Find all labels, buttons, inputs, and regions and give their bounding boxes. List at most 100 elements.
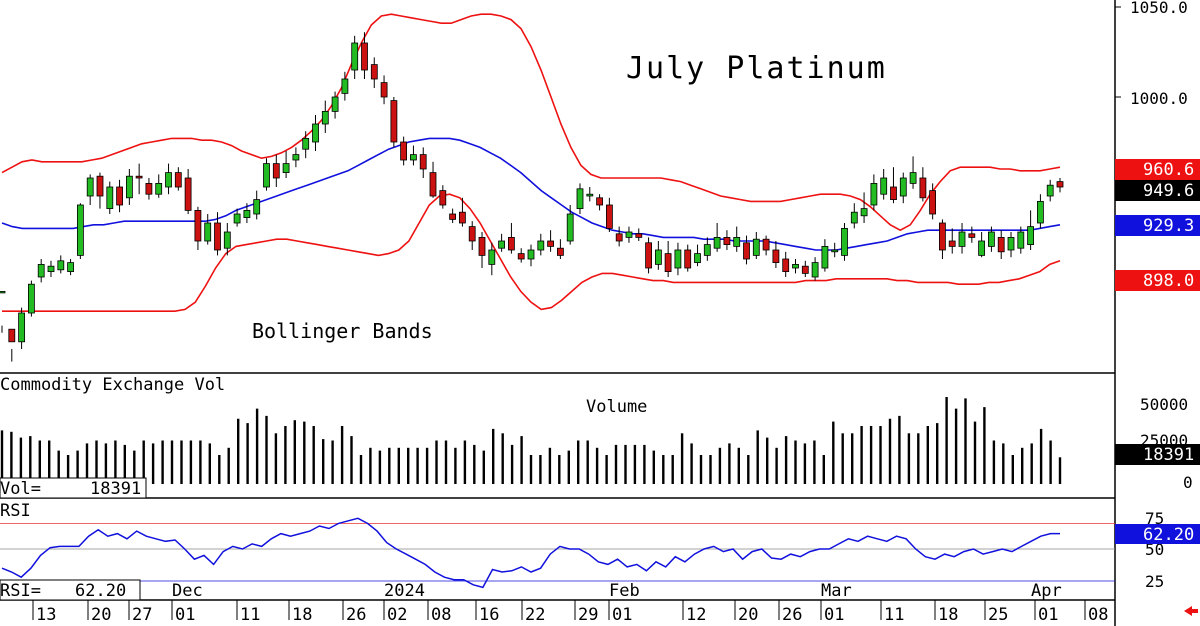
candle	[106, 181, 114, 214]
candle	[948, 228, 956, 254]
upper-band-tag: 960.6	[1143, 160, 1194, 180]
rsi-line	[0, 517, 1115, 589]
x-tick-label: 18	[938, 605, 958, 625]
candle	[351, 35, 359, 79]
candle	[674, 242, 682, 276]
chart-title: July Platinum	[626, 51, 887, 86]
candle	[390, 97, 398, 148]
candle	[772, 241, 780, 268]
candle	[694, 244, 701, 267]
candle	[1037, 194, 1044, 229]
candle	[174, 167, 182, 191]
bollinger-annotation: Bollinger Bands	[252, 319, 433, 343]
candle	[821, 239, 829, 272]
rsi-panel-label: RSI	[0, 501, 31, 521]
rsi-readout-label: RSI=	[0, 581, 41, 601]
candle	[762, 235, 770, 256]
candle	[126, 169, 133, 205]
candle	[655, 241, 662, 270]
x-axis: 13 20 27 01 11 18 26 02 08 16 22 29 01 12 20 26 01 11 18 25…	[32, 600, 1108, 625]
lower-band-tag: 898.0	[1143, 271, 1194, 291]
candle	[67, 259, 74, 276]
x-tick-label: 13	[36, 605, 56, 625]
candle	[243, 203, 251, 223]
period-label: Apr	[1031, 581, 1062, 601]
candle	[606, 197, 613, 232]
period-label: Feb	[609, 581, 640, 601]
candle	[184, 169, 192, 214]
candle	[458, 197, 466, 227]
candle	[576, 183, 584, 214]
candle	[723, 230, 731, 250]
period-labels: Dec 2024 Feb Mar Apr	[172, 581, 1062, 601]
candle	[557, 239, 564, 259]
candle	[645, 237, 652, 274]
x-tick-label: 01	[1038, 605, 1058, 625]
candle	[380, 75, 388, 105]
candle	[978, 232, 985, 258]
candle	[155, 174, 163, 198]
scroll-left-arrow-icon[interactable]	[1184, 606, 1198, 616]
candle	[478, 232, 486, 268]
candle	[537, 233, 545, 256]
x-tick-label: 20	[738, 605, 758, 625]
x-tick-label: 18	[292, 605, 312, 625]
candle	[145, 178, 153, 200]
candle	[596, 194, 603, 211]
candle	[801, 260, 809, 277]
candle	[165, 163, 172, 195]
candle	[703, 237, 711, 261]
volume-tick-0: 0	[1183, 473, 1193, 492]
candle	[468, 221, 476, 250]
candle	[302, 131, 310, 159]
candle	[8, 328, 16, 362]
candle	[1046, 179, 1054, 202]
volume-readout-label: Vol=	[0, 479, 41, 499]
candle	[400, 136, 408, 166]
candle	[135, 163, 143, 195]
x-tick-label: 26	[782, 605, 802, 625]
candle	[194, 206, 202, 250]
candle	[214, 212, 221, 256]
candle	[86, 174, 94, 205]
candle	[1056, 178, 1064, 193]
x-tick-label: 08	[431, 605, 451, 625]
x-tick-label: 29	[578, 605, 598, 625]
x-tick-label: 01	[612, 605, 632, 625]
candle	[507, 223, 515, 254]
candle	[635, 228, 643, 241]
price-tick-1000: 1000.0	[1130, 89, 1188, 108]
candle	[341, 71, 349, 101]
candle	[96, 172, 104, 209]
x-tick-label: 11	[884, 605, 904, 625]
candle	[439, 185, 447, 209]
period-label: 2024	[384, 581, 425, 601]
x-tick-label: 22	[525, 605, 545, 625]
candle	[18, 307, 26, 349]
candle	[939, 219, 946, 259]
candle	[919, 167, 927, 202]
candle	[419, 147, 427, 178]
candle	[233, 208, 241, 227]
candle	[870, 174, 878, 211]
x-tick-label: 25	[988, 605, 1008, 625]
candle	[811, 257, 819, 281]
rsi-tick-50: 50	[1145, 540, 1164, 559]
candle	[615, 226, 623, 247]
x-tick-label: 02	[387, 605, 407, 625]
candle	[47, 260, 55, 277]
candle	[527, 244, 535, 267]
candle	[752, 232, 760, 259]
price-tick-1050: 1050.0	[1130, 0, 1188, 17]
x-tick-label: 16	[479, 605, 499, 625]
candle	[743, 235, 750, 265]
candle	[909, 156, 917, 189]
x-tick-label: 12	[686, 605, 706, 625]
candle	[988, 226, 995, 252]
candle	[517, 248, 525, 263]
volume-bars	[0, 397, 1062, 484]
candle	[1017, 226, 1025, 254]
candle	[841, 223, 848, 261]
candle	[429, 161, 437, 198]
lower-band-line	[2, 193, 1061, 313]
